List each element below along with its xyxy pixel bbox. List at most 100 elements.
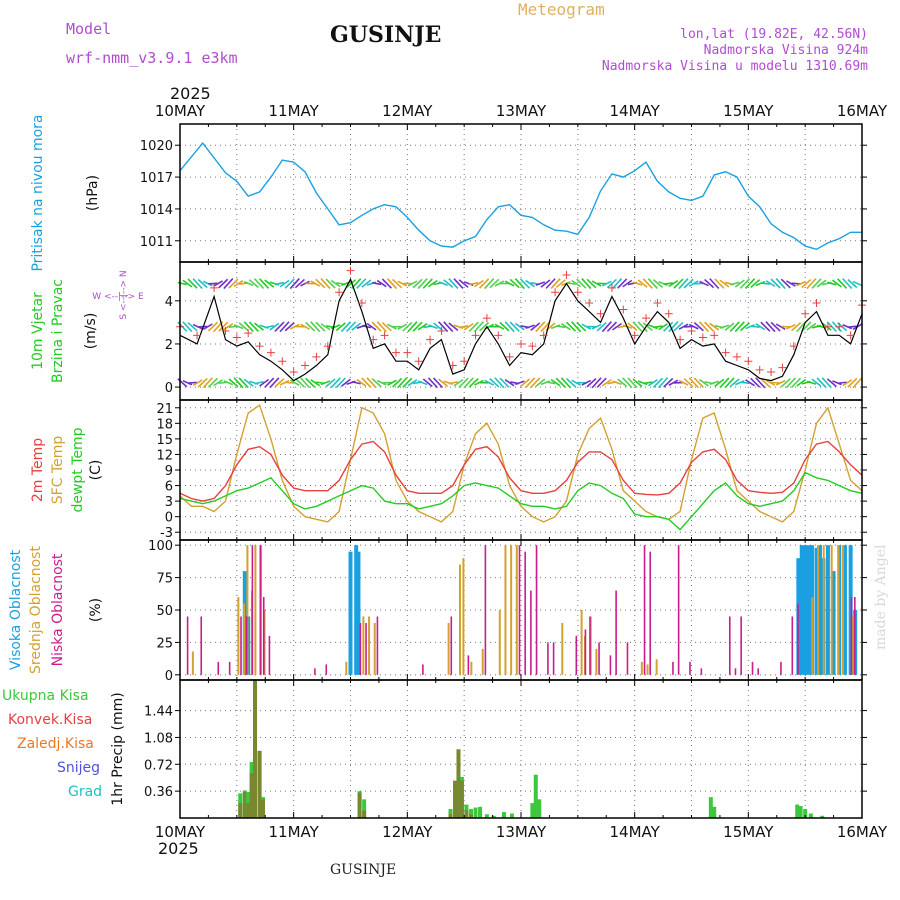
wind-arrow: [658, 280, 668, 287]
wind-arrow: [832, 279, 842, 288]
wind-arrow: [238, 322, 249, 332]
cloud-bar: [535, 545, 538, 675]
wind-arrow: [847, 325, 857, 328]
precip-legend-item: Konvek.Kisa: [8, 712, 92, 728]
cloud-bar: [376, 616, 379, 675]
wind-arrow: [371, 321, 382, 332]
wind-arrow: [545, 278, 556, 289]
cloud-bar: [362, 616, 365, 675]
cloud-bar: [646, 664, 649, 675]
wind-arrow: [688, 323, 699, 330]
wind-arrow: [499, 377, 510, 388]
wind-arrow: [223, 380, 234, 386]
wind-arrow: [668, 321, 679, 333]
wind-arrow: [417, 323, 428, 331]
wind-arrow: [473, 279, 484, 288]
model-label: Model: [66, 20, 112, 38]
wind-arrow: [576, 278, 587, 289]
wind-gust-marker: [482, 314, 491, 323]
wind-arrow: [780, 378, 791, 388]
ytick-label: 6: [165, 480, 173, 495]
precip-bar: [473, 807, 478, 818]
wind-gust-marker: [573, 288, 582, 297]
wind-arrow: [796, 378, 807, 387]
wind-arrow: [556, 325, 566, 329]
wind-arrow: [750, 325, 760, 329]
wind-arrow: [259, 278, 270, 289]
wind-arrow: [647, 379, 658, 387]
cloud-bar: [797, 603, 799, 675]
wind-arrow: [601, 321, 612, 333]
wind-arrow: [842, 379, 853, 387]
precip-bar: [501, 812, 506, 818]
wind-arrow: [657, 377, 669, 389]
wind-gust-marker: [539, 331, 548, 340]
wind-arrow: [806, 322, 817, 331]
xaxis-top-label: 15MAY: [723, 102, 774, 120]
wind-arrow: [535, 281, 546, 286]
wind-arrow: [259, 378, 270, 387]
wind-gust-marker: [312, 352, 321, 361]
wind-arrow: [643, 381, 653, 385]
wind-gust-marker: [244, 329, 253, 338]
wind-arrow: [381, 321, 392, 332]
cloud-bar: [677, 545, 680, 675]
wind-arrow: [422, 378, 433, 388]
wind-arrow: [653, 325, 663, 329]
wind-arrow: [519, 378, 530, 388]
wind-gust-marker: [494, 331, 503, 340]
wind-arrow: [724, 377, 735, 389]
wind-gust-marker: [846, 331, 855, 340]
wind-arrow: [530, 322, 541, 331]
wind-arrow: [847, 279, 858, 289]
wind-gust-marker: [721, 348, 730, 357]
ytick-label: 18: [156, 417, 173, 432]
wind-arrow: [335, 322, 346, 332]
wind-arrow: [284, 278, 295, 289]
wind-arrow: [509, 321, 520, 332]
wind-arrow: [376, 279, 387, 288]
wind-arrow: [202, 323, 213, 331]
wind-arrow: [622, 377, 633, 389]
wind-arrow: [816, 279, 827, 288]
wind-arrow: [632, 321, 643, 333]
wind-arrow: [719, 279, 730, 288]
cloud-bar: [462, 558, 465, 675]
temp-line-sfc-temp: [179, 404, 863, 523]
wind-gust-marker: [562, 270, 571, 279]
wind-arrow: [765, 379, 776, 387]
ytick-label: -3: [160, 526, 173, 541]
precip-conv-bar: [453, 780, 458, 818]
wind-arrow: [197, 278, 208, 289]
wind-compass-sn: S <--|--> N: [119, 270, 129, 319]
precip-conv-bar: [253, 680, 258, 818]
wind-arrow: [622, 279, 633, 288]
wind-gust-marker: [801, 309, 810, 318]
precip-legend-item: Snijeg: [57, 760, 100, 776]
wind-arrow: [387, 323, 397, 330]
wind-arrow: [233, 377, 244, 389]
cloud-bar: [354, 545, 359, 675]
wind-arrow: [637, 380, 648, 386]
wind-arrow: [458, 279, 469, 288]
wind-arrow: [611, 278, 623, 290]
cloud-bar: [345, 661, 348, 675]
cloud-bar: [595, 648, 598, 675]
wind-arrow: [724, 322, 735, 331]
wind-arrow: [744, 278, 756, 290]
wind-arrow: [745, 379, 755, 387]
wind-gust-marker: [812, 298, 821, 307]
wind-arrow: [192, 323, 203, 330]
cloud-bar: [817, 545, 820, 675]
wind-arrow: [637, 321, 648, 333]
wind-arrow: [627, 377, 638, 389]
cloud-bar: [524, 551, 526, 675]
cloud-bar: [643, 545, 646, 675]
wind-gust-marker: [585, 298, 594, 307]
cloud-bar: [825, 545, 830, 675]
wind-arrow: [663, 377, 674, 388]
wind-arrow: [315, 278, 326, 289]
cloud-bar: [780, 661, 782, 675]
wind-arrow: [550, 278, 561, 289]
